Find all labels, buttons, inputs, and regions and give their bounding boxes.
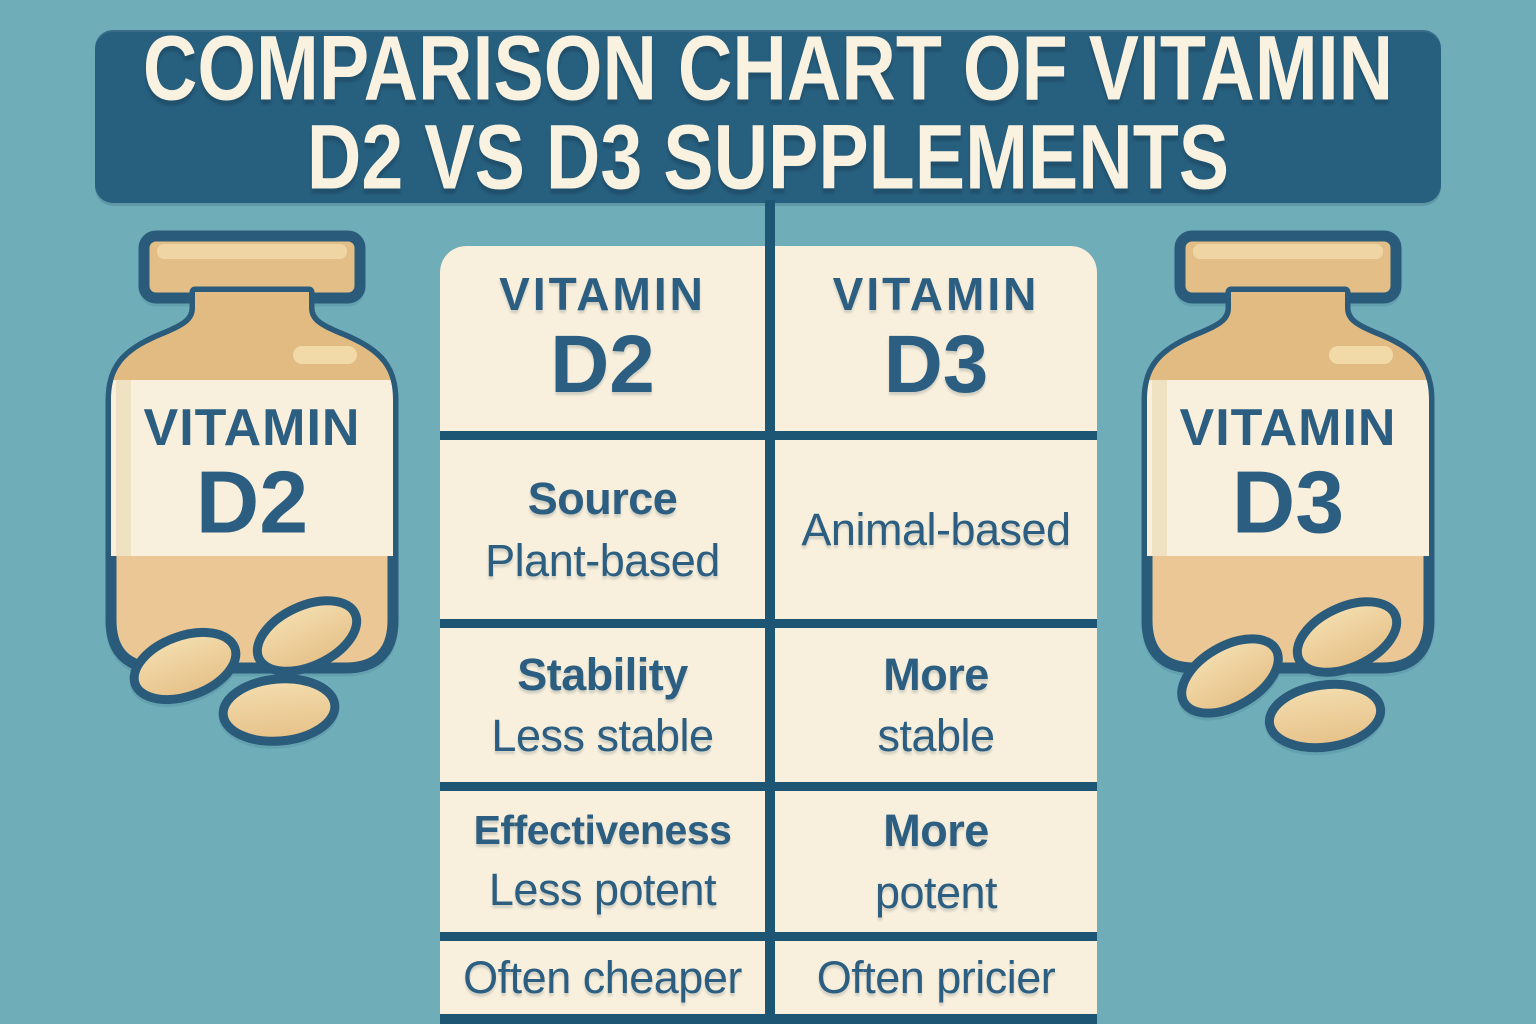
pill-icon: [252, 596, 362, 676]
cell-source-d3: Animal-based: [775, 440, 1097, 619]
pill-icon: [1292, 597, 1402, 677]
column-header-d3: VITAMIN D3: [775, 246, 1097, 431]
column-header-d3-line2: D3: [883, 318, 989, 410]
effectiveness-d2-value: Less potent: [488, 864, 717, 916]
stability-d3-value-line2: stable: [877, 710, 995, 761]
spilled-pills: [129, 596, 362, 746]
bottle-label-edge-shade: [116, 380, 131, 556]
effectiveness-d3-value-line1: More: [883, 805, 989, 856]
column-header-d3-line1: VITAMIN: [832, 268, 1040, 321]
bottle-label-edge-shade: [1152, 380, 1167, 556]
pill-icon: [1177, 634, 1283, 718]
bottle-label-title: VITAMIN: [1180, 399, 1397, 457]
pill-icon: [218, 674, 340, 746]
page-title-line-2: D2 VS D3 SUPPLEMENTS: [306, 105, 1230, 208]
source-d3-value: Animal-based: [801, 503, 1071, 555]
bottle-label-variant: D3: [1232, 453, 1345, 552]
cell-source-d2: Source Plant-based: [440, 440, 765, 619]
cost-d3-value: Often pricier: [816, 951, 1056, 1003]
column-header-d2-line2: D2: [550, 318, 655, 410]
bottle-label-variant: D2: [196, 453, 309, 552]
spilled-pills: [1177, 597, 1402, 753]
cell-cost-d2: Often cheaper: [440, 941, 765, 1014]
source-d2-value: Plant-based: [485, 534, 720, 586]
bottle-shoulder-highlight: [293, 346, 357, 364]
row-term-stability: Stability: [517, 648, 688, 700]
bottle-cap-highlight: [157, 244, 347, 259]
column-header-d2: VITAMIN D2: [440, 246, 765, 431]
page-title-line-1: COMPARISON CHART OF VITAMIN: [142, 16, 1394, 119]
bottle-shoulder-highlight: [1329, 346, 1393, 364]
effectiveness-d3-value-line2: potent: [874, 866, 998, 918]
title-banner: COMPARISON CHART OF VITAMIN D2 VS D3 SUP…: [95, 22, 1441, 203]
bottle-label: [1147, 380, 1429, 556]
cell-stability-d2: Stability Less stable: [440, 628, 765, 782]
vitamin-d3-bottle-illustration: VITAMIN D3: [1141, 230, 1435, 753]
row-term-effectiveness: Effectiveness: [473, 807, 732, 854]
bottle-shoulder-band: [1147, 292, 1429, 380]
bottle-cap-highlight: [1193, 244, 1383, 259]
row-term-source: Source: [527, 473, 678, 524]
stability-d2-value: Less stable: [491, 710, 714, 761]
stability-d3-value-line1: More: [883, 648, 989, 700]
cost-d2-value: Often cheaper: [463, 951, 742, 1003]
column-header-d2-line1: VITAMIN: [499, 268, 706, 321]
header-table-connector: [765, 200, 775, 260]
cell-effectiveness-d2: Effectiveness Less potent: [440, 791, 765, 932]
bottle-label: [111, 380, 393, 556]
vitamin-d2-bottle-illustration: VITAMIN D2: [105, 230, 399, 746]
pill-icon: [129, 627, 241, 705]
cell-stability-d3: More stable: [775, 628, 1097, 782]
cell-effectiveness-d3: More potent: [775, 791, 1097, 932]
page-title: COMPARISON CHART OF VITAMIN D2 VS D3 SUP…: [63, 16, 1473, 208]
cell-cost-d3: Often pricier: [775, 941, 1097, 1014]
comparison-table: VITAMIN D2 VITAMIN D3 Source Plant-based…: [440, 246, 1097, 1024]
bottle-shoulder-band: [111, 292, 393, 380]
pill-icon: [1264, 679, 1386, 753]
bottle-label-title: VITAMIN: [144, 399, 361, 457]
